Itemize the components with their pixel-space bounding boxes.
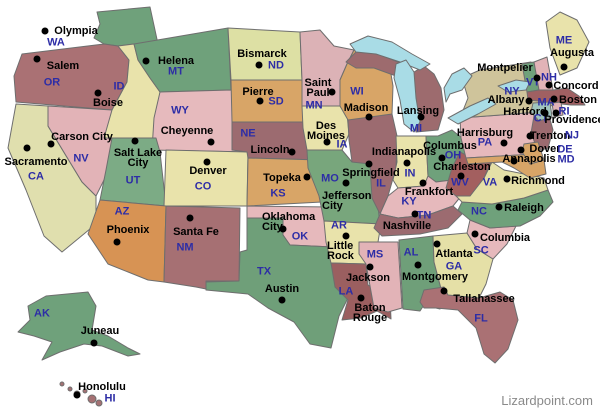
capital-dot-augusta bbox=[560, 63, 568, 71]
capital-dot-springfield bbox=[365, 160, 373, 168]
capital-dot-lansing bbox=[417, 113, 425, 121]
capital-dot-montpelier bbox=[533, 74, 541, 82]
state-hi[interactable] bbox=[82, 388, 88, 394]
great-lake bbox=[393, 59, 421, 133]
capital-dot-concord bbox=[545, 81, 553, 89]
state-ms[interactable] bbox=[358, 241, 403, 313]
capital-dot-madison bbox=[365, 113, 373, 121]
capital-dot-jackson bbox=[366, 263, 374, 271]
capital-dot-harrisburg bbox=[500, 139, 508, 147]
capital-dot-juneau bbox=[90, 339, 98, 347]
capital-dot-jefferson-city bbox=[342, 179, 350, 187]
capital-dot-richmond bbox=[503, 175, 511, 183]
capital-dot-montgomery bbox=[414, 261, 422, 269]
state-ak[interactable] bbox=[17, 291, 141, 361]
capital-dot-charleston bbox=[457, 172, 465, 180]
state-nm[interactable] bbox=[163, 205, 241, 290]
capital-dot-dover bbox=[517, 146, 525, 154]
capital-dot-bismarck bbox=[255, 61, 263, 69]
capital-dot-raleigh bbox=[495, 203, 503, 211]
capital-dot-des-moines bbox=[323, 138, 331, 146]
capital-dot-frankfort bbox=[419, 179, 427, 187]
capital-dot-austin bbox=[278, 296, 286, 304]
capital-dot-cheyenne bbox=[207, 138, 215, 146]
capital-dot-boise bbox=[94, 89, 102, 97]
state-hi[interactable] bbox=[67, 386, 73, 392]
capital-dot-tallahassee bbox=[440, 287, 448, 295]
state-ut[interactable] bbox=[99, 137, 167, 207]
capital-dot-columbus bbox=[438, 154, 446, 162]
state-me[interactable] bbox=[545, 11, 590, 76]
state-hi[interactable] bbox=[87, 394, 97, 404]
capital-dot-helena bbox=[142, 57, 150, 65]
capital-dot-olympia bbox=[41, 27, 49, 35]
state-hi[interactable] bbox=[95, 399, 103, 407]
capital-dot-oklahoma-city bbox=[279, 225, 287, 233]
capital-dot-pierre bbox=[256, 97, 264, 105]
capital-dot-hartford bbox=[541, 109, 549, 117]
capital-dot-lincoln bbox=[288, 148, 296, 156]
capital-dot-phoenix bbox=[113, 238, 121, 246]
capital-dot-providence bbox=[552, 109, 560, 117]
state-nd[interactable] bbox=[227, 27, 303, 81]
great-lake bbox=[349, 35, 431, 71]
capital-dot-annapolis bbox=[510, 157, 518, 165]
state-or[interactable] bbox=[13, 43, 130, 111]
state-wa[interactable] bbox=[93, 6, 159, 47]
great-lake bbox=[443, 67, 473, 103]
capital-dot-little-rock bbox=[342, 232, 350, 240]
state-sd[interactable] bbox=[230, 79, 309, 123]
capital-dot-columbia bbox=[471, 230, 479, 238]
capital-dot-honolulu bbox=[73, 391, 81, 399]
capital-dot-albany bbox=[525, 97, 533, 105]
capital-dot-atlanta bbox=[433, 240, 441, 248]
state-az[interactable] bbox=[87, 199, 167, 283]
capital-dot-boston bbox=[550, 95, 558, 103]
capital-dot-nashville bbox=[411, 210, 419, 218]
capital-dot-denver bbox=[203, 158, 211, 166]
capital-dot-baton-rouge bbox=[357, 294, 365, 302]
great-lake bbox=[497, 79, 531, 93]
state-fl[interactable] bbox=[419, 286, 519, 364]
capital-dot-sacramento bbox=[23, 144, 31, 152]
great-lake bbox=[447, 97, 497, 125]
state-tx[interactable] bbox=[205, 217, 356, 349]
capital-dot-carson-city bbox=[47, 140, 55, 148]
capital-dot-topeka bbox=[303, 173, 311, 181]
capital-dot-santa-fe bbox=[186, 214, 194, 222]
capital-dot-trenton bbox=[526, 132, 534, 140]
capital-dot-salt-lake-city bbox=[131, 137, 139, 145]
capital-dot-indianapolis bbox=[403, 159, 411, 167]
capital-dot-saint-paul bbox=[328, 88, 336, 96]
watermark-text: Lizardpoint.com bbox=[501, 393, 593, 408]
state-hi[interactable] bbox=[59, 381, 65, 387]
capital-dot-salem bbox=[33, 55, 41, 63]
